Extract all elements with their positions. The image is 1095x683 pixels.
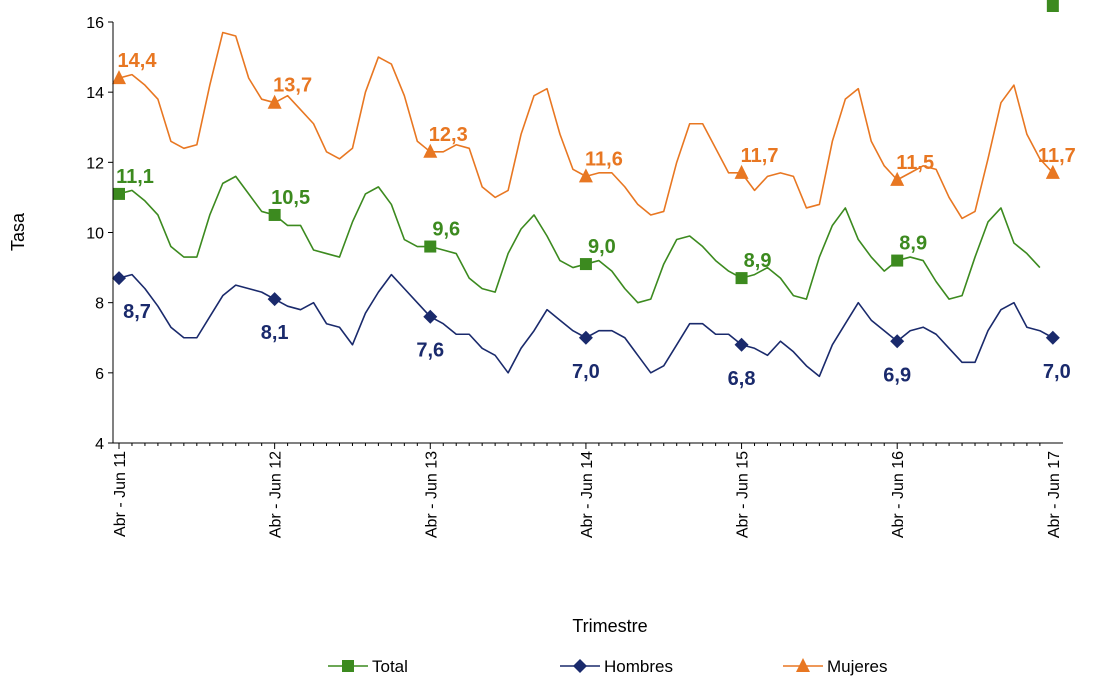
data-point-total bbox=[579, 258, 592, 271]
data-label-hombres: 7,0 bbox=[572, 361, 600, 383]
legend-label-hombres: Hombres bbox=[604, 657, 673, 676]
y-tick-label: 6 bbox=[95, 366, 104, 383]
data-label-total: 9,6 bbox=[432, 219, 460, 241]
data-point-hombres bbox=[423, 309, 438, 324]
x-tick-label: Abr - Jun 12 bbox=[268, 451, 285, 538]
data-point-total bbox=[891, 254, 904, 267]
data-point-hombres bbox=[267, 292, 282, 307]
y-tick-label: 16 bbox=[86, 15, 104, 32]
legend-marker-total bbox=[342, 660, 354, 672]
legend-marker-mujeres bbox=[796, 658, 810, 672]
x-axis-title: Trimestre bbox=[572, 616, 647, 636]
x-tick-label: Abr - Jun 11 bbox=[112, 451, 129, 537]
data-label-total: 9,0 bbox=[1043, 0, 1071, 5]
y-tick-label: 14 bbox=[86, 85, 104, 102]
data-point-total bbox=[268, 208, 281, 221]
data-point-mujeres bbox=[890, 171, 905, 186]
data-point-total bbox=[1046, 0, 1059, 12]
data-label-total: 11,1 bbox=[116, 166, 154, 188]
data-label-mujeres: 13,7 bbox=[273, 75, 312, 97]
legend-label-total: Total bbox=[372, 657, 408, 676]
data-label-hombres: 7,0 bbox=[1043, 361, 1071, 383]
y-tick-label: 4 bbox=[95, 436, 104, 453]
data-point-hombres bbox=[578, 330, 593, 345]
y-tick-label: 8 bbox=[95, 296, 104, 313]
data-point-hombres bbox=[734, 337, 749, 352]
x-ticks: Abr - Jun 11 Abr - Jun 12 Abr - Jun 13 Abr … bbox=[112, 443, 1063, 538]
y-ticks: 4 6 8 10 12 14 16 bbox=[86, 15, 113, 453]
data-label-mujeres: 14,4 bbox=[118, 50, 158, 72]
data-label-mujeres: 11,5 bbox=[896, 152, 934, 174]
series-line-mujeres bbox=[118, 31, 1054, 220]
data-point-hombres bbox=[890, 334, 905, 349]
x-tick-label: Abr - Jun 17 bbox=[1046, 451, 1063, 538]
data-label-hombres: 8,7 bbox=[123, 301, 151, 323]
data-point-mujeres bbox=[112, 70, 126, 85]
y-tick-label: 12 bbox=[86, 155, 104, 172]
data-point-total bbox=[113, 187, 125, 200]
data-point-hombres bbox=[112, 271, 126, 286]
x-tick-label: Abr - Jun 14 bbox=[579, 451, 596, 538]
data-label-mujeres: 11,6 bbox=[585, 148, 623, 170]
data-label-total: 9,0 bbox=[588, 236, 616, 258]
data-point-mujeres bbox=[267, 94, 282, 109]
data-label-mujeres: 11,7 bbox=[1038, 145, 1076, 167]
legend: Total Hombres Mujeres bbox=[328, 657, 887, 676]
data-point-mujeres bbox=[423, 143, 438, 158]
data-label-hombres: 6,8 bbox=[728, 368, 756, 390]
legend-label-mujeres: Mujeres bbox=[827, 657, 887, 676]
data-label-hombres: 8,1 bbox=[261, 322, 289, 344]
data-label-mujeres: 11,7 bbox=[741, 145, 779, 167]
series-layer bbox=[112, 0, 1060, 378]
y-axis-title: Tasa bbox=[8, 212, 28, 251]
data-point-hombres bbox=[1045, 330, 1060, 345]
data-label-hombres: 7,6 bbox=[416, 340, 444, 362]
x-tick-label: Abr - Jun 13 bbox=[423, 451, 440, 538]
data-point-total bbox=[424, 240, 437, 253]
data-label-total: 10,5 bbox=[271, 187, 310, 209]
data-point-total bbox=[735, 272, 748, 285]
data-label-mujeres: 12,3 bbox=[429, 124, 468, 146]
x-tick-label: Abr - Jun 16 bbox=[890, 451, 907, 538]
data-point-mujeres bbox=[734, 164, 749, 179]
data-point-mujeres bbox=[1045, 164, 1060, 179]
data-label-hombres: 6,9 bbox=[883, 364, 911, 386]
data-point-mujeres bbox=[578, 168, 593, 183]
data-labels: 11,1 10,5 9,6 9,0 8,9 8,9 9,0 8,7 8,1 7,6 7,0 6,8 6,… bbox=[116, 0, 1076, 390]
data-label-total: 8,9 bbox=[899, 233, 927, 255]
y-tick-label: 10 bbox=[86, 226, 104, 243]
data-label-total: 8,9 bbox=[744, 250, 772, 272]
legend-marker-hombres bbox=[573, 659, 587, 673]
x-tick-label: Abr - Jun 15 bbox=[735, 451, 752, 538]
